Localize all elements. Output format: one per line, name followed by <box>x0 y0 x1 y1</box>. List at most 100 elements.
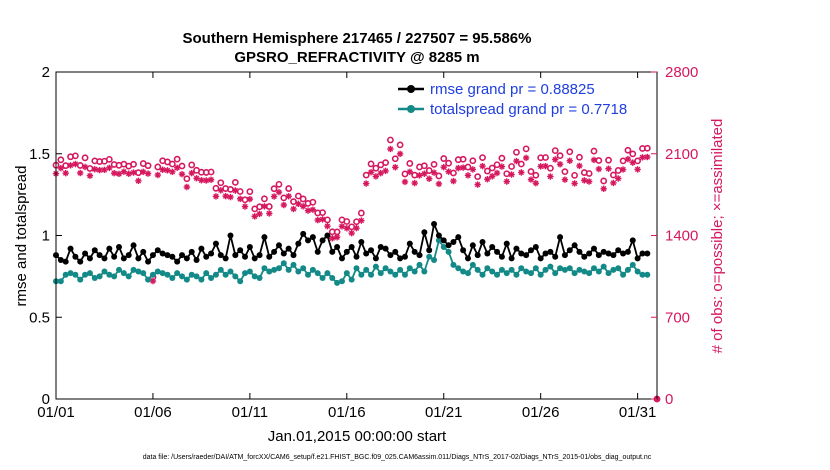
x-axis: 01/01 01/06 01/11 01/16 01/21 01/26 01/31 <box>37 72 656 421</box>
obs-possible-point <box>319 209 326 217</box>
obs-assimilated-point <box>610 179 617 187</box>
totalspread-point <box>387 268 394 275</box>
obs-possible-point <box>261 195 268 203</box>
obs-possible-point <box>551 147 559 154</box>
totalspread-point <box>72 271 79 278</box>
obs-assimilated-stroke <box>125 170 132 177</box>
rmse-point <box>450 239 457 246</box>
rmse-point <box>431 221 438 228</box>
obs-assimilated-stroke <box>324 223 331 229</box>
obs-assimilated-point <box>571 180 578 187</box>
obs-assimilated-stroke <box>358 217 365 224</box>
obs-assimilated-stroke <box>58 165 64 171</box>
totalspread-point <box>479 271 486 278</box>
obs-assimilated-stroke <box>295 201 302 207</box>
totalspread-point <box>421 268 428 275</box>
obs-possible-point <box>353 218 360 226</box>
totalspread-point <box>343 270 350 277</box>
obs-assimilated-point <box>392 164 399 171</box>
rmse-point <box>338 255 345 262</box>
obs-assimilated-stroke <box>130 169 137 176</box>
totalspread-point <box>62 271 69 278</box>
obs-assimilated-stroke <box>620 166 626 173</box>
obs-assimilated-stroke <box>489 173 495 180</box>
obs-assimilated-stroke <box>523 155 529 161</box>
rmse-point <box>101 255 108 262</box>
obs-assimilated-stroke <box>387 146 394 152</box>
obs-assimilated-stroke <box>111 170 117 176</box>
totalspread-point <box>595 268 602 275</box>
totalspread-point <box>435 237 442 244</box>
rmse-point <box>392 248 399 255</box>
obs-assimilated-stroke <box>644 154 651 160</box>
obs-possible-point <box>81 154 89 162</box>
obs-assimilated-point <box>348 229 355 237</box>
obs-assimilated-stroke <box>377 170 384 176</box>
obs-assimilated-point <box>459 164 467 171</box>
legend-spread-marker <box>407 105 415 113</box>
rmse-point <box>382 245 389 252</box>
rmse-point <box>212 240 219 247</box>
obs-assimilated-stroke <box>232 187 239 194</box>
rmse-point <box>67 245 74 252</box>
obs-assimilated-point <box>77 169 84 177</box>
obs-assimilated-point <box>518 169 525 176</box>
rmse-point <box>518 250 525 257</box>
obs-assimilated-point <box>450 177 457 185</box>
totalspread-point <box>431 257 438 264</box>
totalspread-point <box>348 276 355 283</box>
obs-possible-point <box>469 157 477 165</box>
y2-tick-label: 0 <box>665 391 673 408</box>
rmse-point <box>275 242 282 249</box>
obs-assimilated-point <box>367 169 375 176</box>
rmse-point <box>590 245 597 252</box>
y2-axis: 0 700 1400 2100 2800 <box>651 64 698 408</box>
obs-assimilated-point <box>595 165 603 173</box>
obs-assimilated-stroke <box>319 216 326 223</box>
obs-possible-point <box>71 152 79 160</box>
obs-assimilated-stroke <box>344 225 350 231</box>
rmse-point <box>639 250 646 257</box>
obs-assimilated-stroke <box>116 171 122 177</box>
totalspread-point <box>295 268 302 275</box>
obs-assimilated-stroke <box>411 180 418 186</box>
obs-assimilated-stroke <box>213 193 219 200</box>
obs-possible-point <box>294 192 302 200</box>
rmse-point <box>309 234 316 241</box>
rmse-point <box>503 240 510 247</box>
obs-assimilated-point <box>445 168 452 175</box>
obs-assimilated-point <box>120 168 128 175</box>
totalspread-point <box>527 270 534 277</box>
rmse-point <box>208 250 215 257</box>
rmse-point <box>358 239 365 246</box>
obs-assimilated-point <box>416 172 423 179</box>
rmse-point <box>581 253 588 260</box>
rmse-point <box>566 247 573 254</box>
obs-possible-point <box>440 155 448 162</box>
totalspread-point <box>91 275 98 282</box>
totalspread-point <box>450 261 457 268</box>
obs-assimilated-point <box>227 193 234 201</box>
obs-assimilated-point <box>503 178 510 185</box>
obs-assimilated-point <box>401 178 409 186</box>
totalspread-point <box>620 271 627 278</box>
rmse-point <box>508 255 515 262</box>
obs-possible-point <box>173 155 181 163</box>
obs-assimilated-stroke <box>348 230 355 236</box>
obs-assimilated-stroke <box>460 164 466 171</box>
totalspread-point <box>392 271 399 278</box>
rmse-point <box>256 252 263 259</box>
obs-possible-point <box>343 218 351 225</box>
obs-assimilated-point <box>576 162 583 170</box>
obs-assimilated-stroke <box>494 170 500 176</box>
obs-assimilated-point <box>343 225 351 232</box>
obs-possible-point <box>168 160 176 168</box>
obs-assimilated-point <box>246 195 254 203</box>
y-axis-label: rmse and totalspread <box>13 166 30 307</box>
x-tick-label: 01/11 <box>232 404 268 421</box>
obs-possible-point <box>241 196 249 204</box>
totalspread-point <box>542 266 549 273</box>
obs-assimilated-stroke <box>218 187 224 194</box>
obs-assimilated-point <box>309 206 317 213</box>
totalspread-point <box>576 266 583 273</box>
